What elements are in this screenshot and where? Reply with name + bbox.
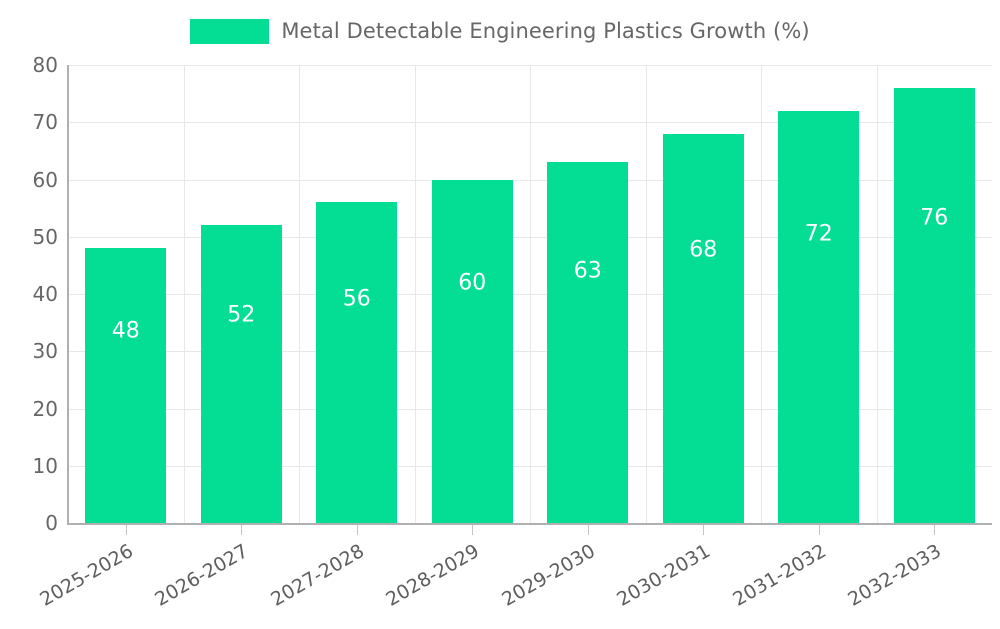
x-axis-tick-label: 2028-2029: [382, 540, 484, 611]
bar-value-label: 52: [227, 302, 256, 328]
y-axis-tick-label: 30: [32, 339, 58, 364]
y-axis-tick-label: 20: [32, 396, 58, 421]
bar[interactable]: [662, 133, 744, 523]
bar[interactable]: [778, 110, 860, 523]
y-axis-tick-label: 70: [32, 110, 58, 135]
bar[interactable]: [316, 202, 398, 523]
bar-value-label: 68: [689, 237, 718, 263]
plot-area: 48 52 56 60 63 68 72 76: [68, 65, 992, 524]
bar[interactable]: [200, 225, 282, 523]
bar[interactable]: [85, 248, 167, 523]
bar-value-label: 72: [804, 221, 833, 247]
x-axis-tick-label: 2026-2027: [151, 540, 253, 611]
y-axis-tick-label: 40: [32, 282, 58, 306]
x-axis-tick-mark: [703, 525, 705, 535]
x-gridline: [876, 65, 878, 523]
bar-value-label: 56: [342, 286, 371, 312]
y-axis-tick-label: 60: [32, 167, 58, 192]
x-axis-tick-label: 2025-2026: [36, 540, 137, 611]
bar-value-label: 63: [573, 258, 602, 284]
x-axis-tick-label: 2032-2033: [844, 540, 946, 611]
y-axis-spine: [67, 65, 69, 524]
x-axis-tick-mark: [934, 525, 936, 535]
y-axis-tick-label: 50: [32, 224, 58, 249]
x-axis-tick-mark: [818, 525, 820, 535]
x-axis-tick-label: 2027-2028: [267, 540, 368, 611]
x-axis-tick-mark: [472, 525, 474, 535]
x-gridline: [414, 65, 416, 523]
x-gridline: [183, 65, 185, 523]
bar[interactable]: [431, 179, 513, 523]
y-axis-tick-label: 10: [32, 453, 58, 478]
x-gridline: [530, 65, 531, 523]
x-gridline: [645, 65, 647, 523]
x-axis-spine: [67, 523, 992, 525]
y-axis: 0 10 20 30 40 50 60 70 80: [0, 53, 58, 535]
bar-chart: Metal Detectable Engineering Plastics Gr…: [0, 12, 1000, 611]
bar-value-label: 76: [920, 205, 949, 231]
legend-color-swatch: [190, 18, 270, 44]
bar-value-label: 48: [111, 318, 140, 344]
chart-legend: Metal Detectable Engineering Plastics Gr…: [0, 12, 1000, 50]
y-axis-tick-label: 80: [32, 53, 58, 77]
bar-value-label: 60: [458, 270, 487, 296]
legend-label: Metal Detectable Engineering Plastics Gr…: [281, 19, 810, 43]
x-gridline: [299, 65, 300, 523]
bar[interactable]: [547, 162, 629, 523]
x-axis-tick-mark: [125, 525, 127, 535]
x-axis-tick-mark: [587, 525, 589, 535]
x-axis-tick-mark: [356, 525, 358, 535]
x-axis-tick-mark: [241, 525, 243, 535]
bar[interactable]: [893, 87, 975, 523]
x-axis-tick-label: 2030-2031: [613, 540, 715, 611]
y-axis-tick-label: 0: [45, 511, 58, 535]
x-axis-tick-label: 2029-2030: [498, 540, 599, 611]
x-axis-tick-label: 2031-2032: [729, 540, 830, 611]
x-gridline: [761, 65, 762, 523]
